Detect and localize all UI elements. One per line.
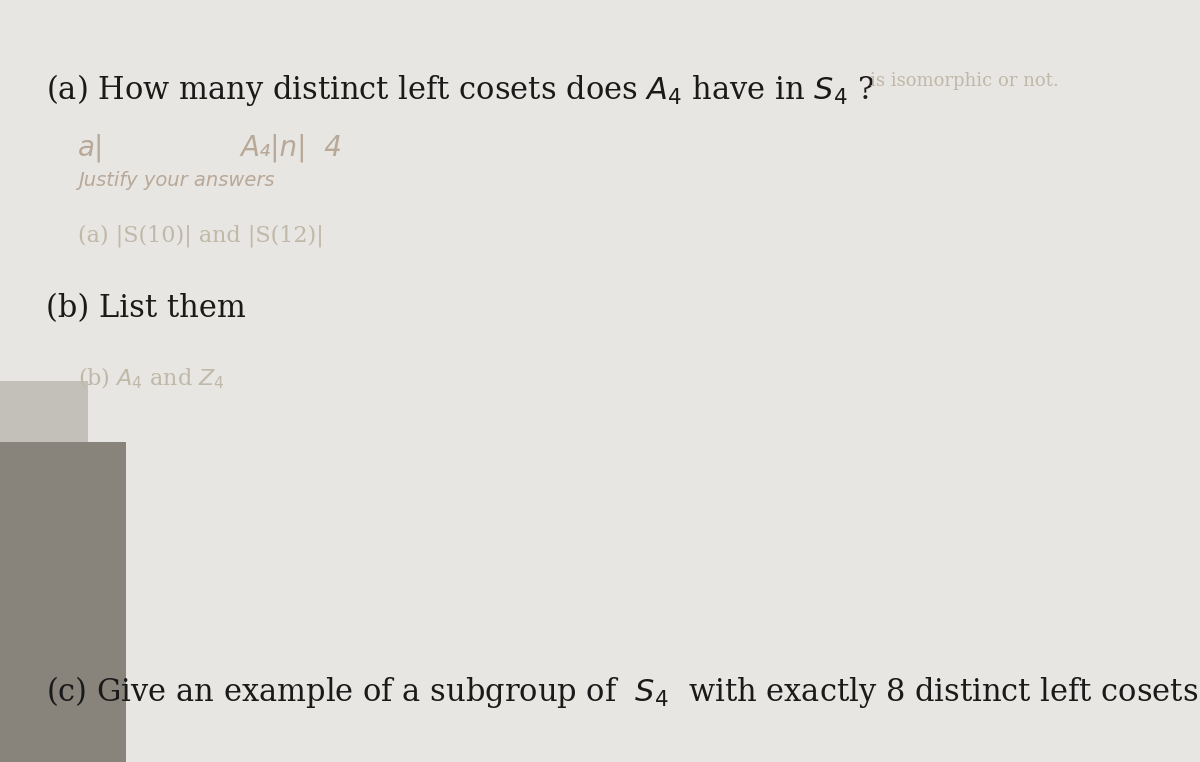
Text: A₄|n|  4: A₄|n| 4 <box>240 133 342 162</box>
Text: is isomorphic or not.: is isomorphic or not. <box>870 72 1058 91</box>
Text: (b) List them: (b) List them <box>46 293 246 325</box>
Text: (c) Give an example of a subgroup of  $S_4$  with exactly 8 distinct left cosets: (c) Give an example of a subgroup of $S_… <box>46 674 1200 710</box>
FancyBboxPatch shape <box>0 442 126 762</box>
Text: (a) |S(10)| and |S(12)|: (a) |S(10)| and |S(12)| <box>78 225 324 248</box>
Text: Justify your answers: Justify your answers <box>78 171 275 190</box>
Text: (a) How many distinct left cosets does $A_4$ have in $S_4$ ?: (a) How many distinct left cosets does $… <box>46 72 874 108</box>
FancyBboxPatch shape <box>0 381 89 442</box>
Text: a|: a| <box>78 133 104 162</box>
Text: (b) $A_4$ and $Z_4$: (b) $A_4$ and $Z_4$ <box>78 366 224 391</box>
